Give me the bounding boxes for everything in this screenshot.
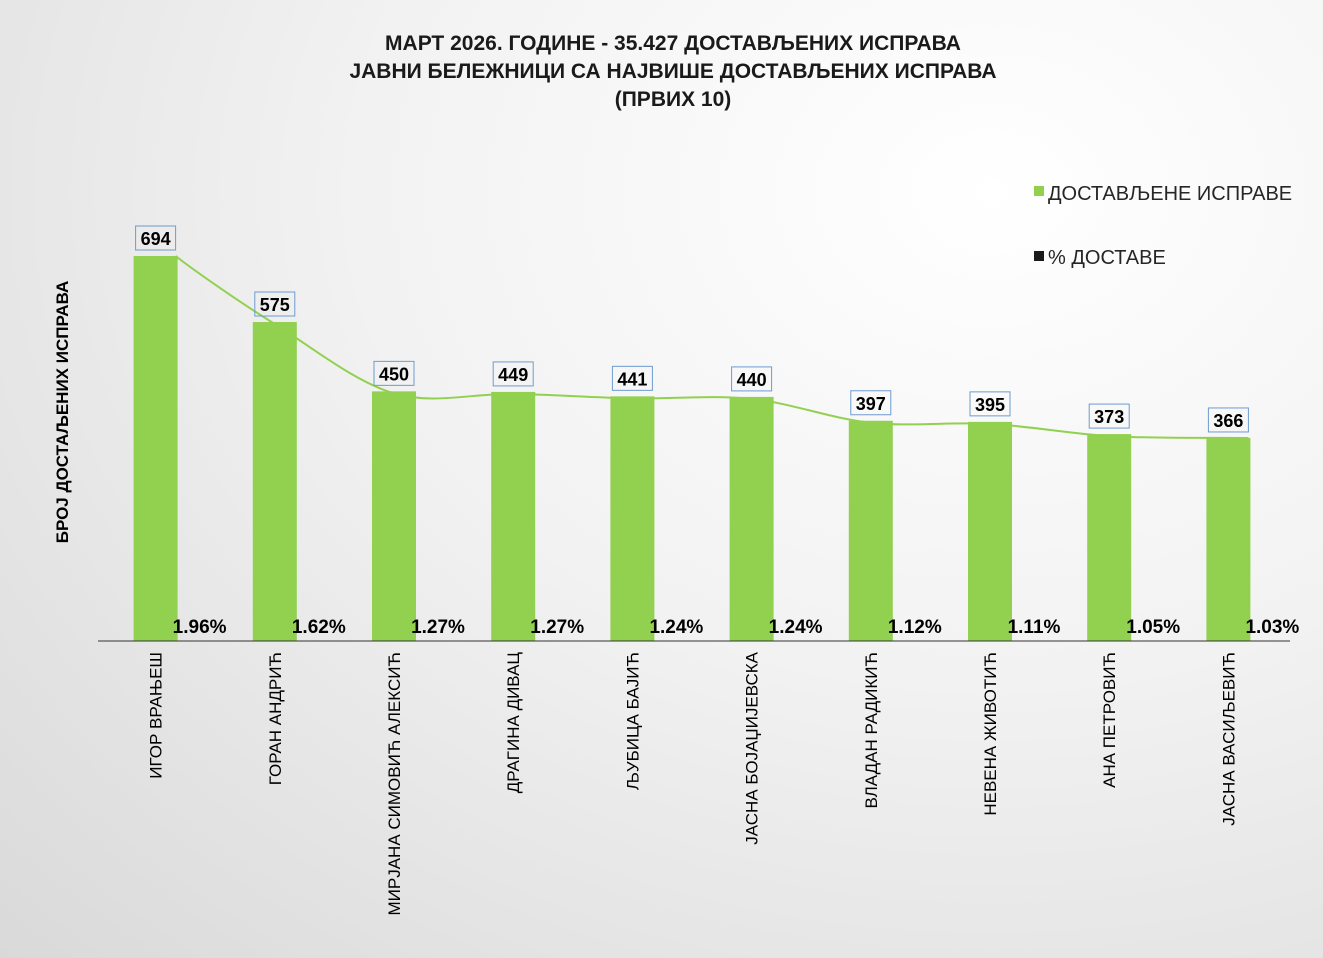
category-label: ДРАГИНА ДИВАЦ <box>504 652 523 794</box>
data-label: 694 <box>141 229 171 249</box>
data-label-box <box>373 360 415 386</box>
category-label: НЕВЕНА ЖИВОТИЋ <box>981 652 1000 816</box>
category-label: ЈАСНА ВАСИЉЕВИЋ <box>1219 652 1238 826</box>
percent-label: 1.05% <box>1126 617 1180 638</box>
percent-label: 1.96% <box>173 617 227 638</box>
category-label: ГОРАН АНДРИЋ <box>266 652 285 785</box>
percent-label: 1.11% <box>1008 617 1061 638</box>
data-label: 397 <box>856 394 886 414</box>
data-label: 395 <box>975 395 1005 415</box>
category-label: МИРЈАНА СИМОВИЋ АЛЕКСИЋ <box>385 652 404 916</box>
y-axis-label: БРОЈ ДОСТАЉЕНИХ ИСПРАВА <box>53 281 72 544</box>
data-label-box <box>1207 407 1249 433</box>
bar <box>252 322 297 641</box>
legend: ДОСТАВЉЕНЕ ИСПРАВЕ % ДОСТАВЕ <box>1034 183 1292 269</box>
data-label-box <box>611 365 653 391</box>
data-label-box <box>731 366 773 392</box>
chart-title: МАРТ 2026. ГОДИНЕ - 35.427 ДОСТАВЉЕНИХ И… <box>349 32 996 111</box>
percent-label: 1.03% <box>1245 617 1299 638</box>
data-label: 449 <box>498 365 528 385</box>
data-label: 575 <box>260 295 290 315</box>
data-label: 366 <box>1213 411 1243 431</box>
bar <box>491 391 536 641</box>
data-label-box <box>135 225 177 251</box>
legend-label-documents: ДОСТАВЉЕНЕ ИСПРАВЕ <box>1048 183 1292 205</box>
plot-area: 694 575 450 449 441 440 397 395 373 366 1.96% 1.62%… <box>133 225 1299 916</box>
bar <box>1087 434 1132 641</box>
category-label: ЉУБИЦА БАЈИЋ <box>623 652 642 790</box>
bar <box>610 396 655 641</box>
legend-label-percent: % ДОСТАВЕ <box>1048 247 1166 269</box>
bar <box>968 421 1012 641</box>
data-label-box <box>254 291 296 317</box>
category-label: ИГОР ВРАЊЕШ <box>147 652 166 779</box>
data-label: 440 <box>737 370 767 390</box>
legend-swatch-documents <box>1034 186 1044 196</box>
percent-label: 1.24% <box>769 617 823 638</box>
data-label-box <box>969 391 1011 417</box>
data-label-box <box>492 361 534 387</box>
category-label: ЈАСНА БОЈАЏИЈЕВСКА <box>743 651 762 844</box>
data-label: 441 <box>617 369 647 389</box>
percent-label: 1.62% <box>292 617 346 638</box>
data-label-box <box>850 390 892 416</box>
bar <box>729 396 774 641</box>
percent-label: 1.12% <box>888 617 942 638</box>
percent-label: 1.24% <box>649 617 703 638</box>
data-label: 450 <box>379 364 409 384</box>
title-line-3: (ПРВИХ 10) <box>615 88 732 111</box>
bar <box>372 391 416 641</box>
data-label-box <box>1088 403 1130 429</box>
legend-swatch-percent <box>1034 251 1044 261</box>
bar <box>848 420 893 641</box>
category-label: ВЛАДАН РАДИКИЋ <box>862 652 881 809</box>
trendline <box>174 255 1249 439</box>
category-label: АНА ПЕТРОВИЋ <box>1100 652 1119 788</box>
title-line-2: ЈАВНИ БЕЛЕЖНИЦИ СА НАЈВИШЕ ДОСТАВЉЕНИХ И… <box>349 60 996 83</box>
data-label: 373 <box>1094 407 1124 427</box>
title-line-1: МАРТ 2026. ГОДИНЕ - 35.427 ДОСТАВЉЕНИХ И… <box>385 32 961 55</box>
bar <box>133 256 178 641</box>
percent-label: 1.27% <box>411 617 465 638</box>
percent-label: 1.27% <box>530 617 584 638</box>
bar <box>1206 437 1251 641</box>
